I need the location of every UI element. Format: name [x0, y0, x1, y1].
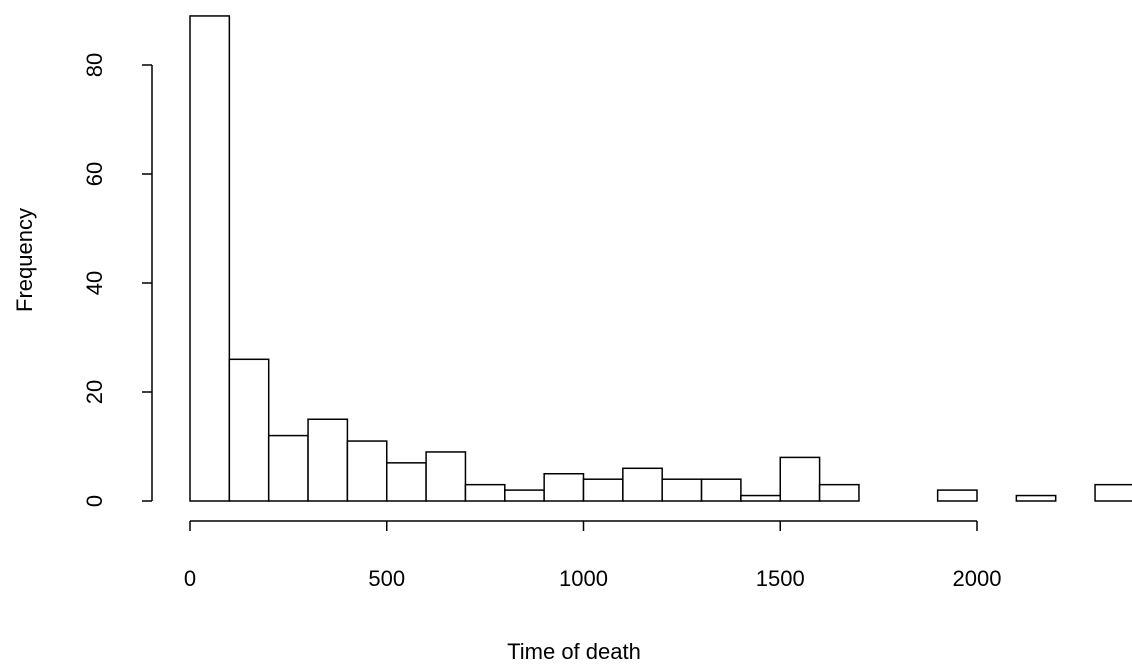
- y-tick-label: 60: [82, 162, 107, 186]
- y-tick-label: 80: [82, 53, 107, 77]
- y-axis-label: Frequency: [12, 208, 37, 312]
- bar: [936, 489, 978, 502]
- x-tick-label: 0: [184, 566, 196, 591]
- bar: [818, 483, 860, 502]
- x-tick-label: 500: [368, 566, 405, 591]
- bar: [779, 456, 821, 502]
- bar: [504, 489, 545, 502]
- bar: [267, 434, 309, 502]
- bar: [189, 15, 231, 502]
- bar: [386, 462, 427, 502]
- bar: [1094, 483, 1132, 502]
- y-tick-label: 40: [82, 271, 107, 295]
- y-tick-label: 0: [82, 495, 107, 507]
- bar: [346, 440, 388, 502]
- bar: [661, 478, 703, 502]
- bar: [543, 473, 585, 502]
- bar: [464, 483, 506, 502]
- y-tick-label: 20: [82, 380, 107, 404]
- bar: [582, 478, 624, 502]
- x-axis-label: Time of death: [507, 639, 641, 664]
- bar: [622, 467, 663, 502]
- bar: [228, 358, 270, 502]
- x-tick-label: 2000: [953, 566, 1002, 591]
- bar: [425, 451, 467, 502]
- x-tick-label: 1500: [756, 566, 805, 591]
- bar: [307, 418, 349, 502]
- bar: [1015, 494, 1057, 502]
- x-tick-label: 1000: [559, 566, 608, 591]
- bar: [700, 478, 742, 502]
- bar: [740, 494, 782, 502]
